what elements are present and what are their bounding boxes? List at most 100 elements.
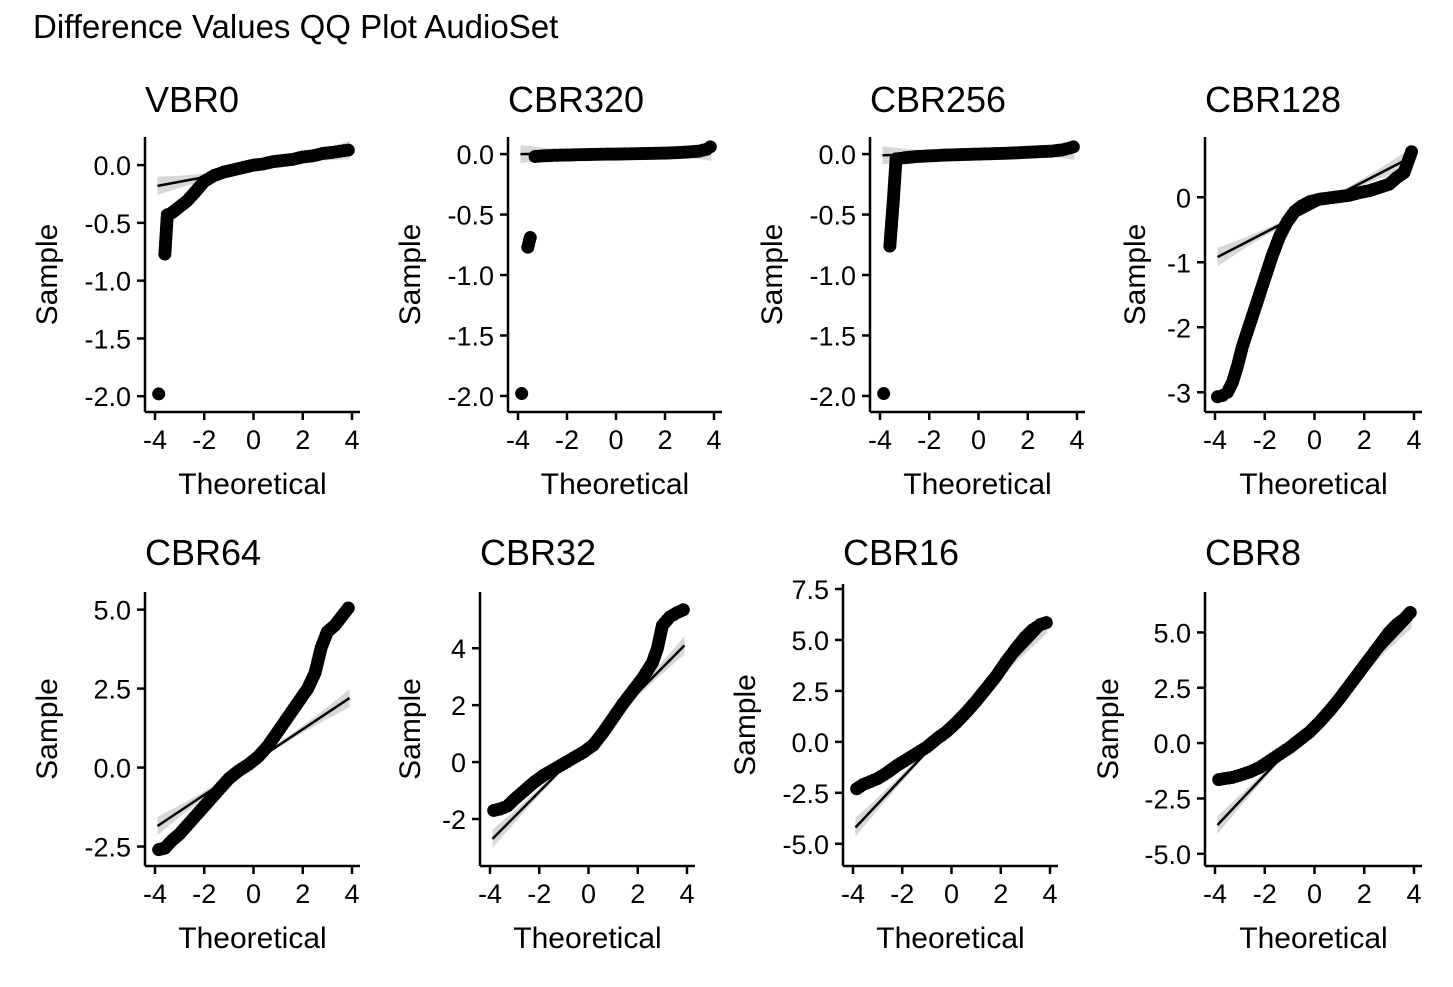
data-point <box>523 231 537 245</box>
y-tick-label: 0 <box>451 748 466 778</box>
panel-title: CBR128 <box>1205 79 1341 120</box>
y-tick-label: -2.0 <box>84 382 131 412</box>
y-tick-label: 5.0 <box>1153 618 1191 648</box>
panel-vbr0: VBR0 -4 -2 0 2 4 0.0 -0.5 -1.0 -1.5 -2.0 Theoretica… <box>31 79 360 501</box>
y-tick-label: -1.0 <box>84 267 131 297</box>
y-axis-label: Sample <box>394 224 427 326</box>
y-tick-label: 2.5 <box>93 675 131 705</box>
x-tick-label: -4 <box>143 425 167 455</box>
x-tick-label: -4 <box>1203 879 1227 909</box>
y-axis-label: Sample <box>31 224 64 326</box>
x-tick-label: 2 <box>630 879 645 909</box>
y-axis-label: Sample <box>1092 678 1125 780</box>
x-tick-label: 0 <box>1307 879 1322 909</box>
x-tick-label: -4 <box>841 879 865 909</box>
panel-cbr256: CBR256 -4 -2 0 2 4 0.0 -0.5 -1.0 -1.5 -2.0 Theoreti… <box>756 79 1085 501</box>
y-tick-label: -2.5 <box>84 833 131 863</box>
x-tick-label: 2 <box>295 425 310 455</box>
x-tick-label: -4 <box>143 879 167 909</box>
y-tick-label: -1.5 <box>447 321 494 351</box>
x-axis-label: Theoretical <box>178 468 326 501</box>
y-tick-label: 2.5 <box>791 677 829 707</box>
y-axis-label: Sample <box>31 678 64 780</box>
x-tick-label: -4 <box>478 879 502 909</box>
y-tick-label: 2.5 <box>1153 674 1191 704</box>
y-tick-label: 0.0 <box>1153 729 1191 759</box>
x-tick-label: 0 <box>1307 425 1322 455</box>
data-point <box>676 603 690 617</box>
data-point <box>152 387 166 401</box>
x-tick-label: -2 <box>1253 879 1277 909</box>
data-point <box>341 143 355 157</box>
panel-cbr128: CBR128 -4 -2 0 2 4 0 -1 -2 -3 Theoretical Sample <box>1119 79 1422 501</box>
x-tick-label: 2 <box>657 425 672 455</box>
y-tick-label: -1 <box>1167 248 1191 278</box>
panel-cbr16: CBR16 -4 -2 0 2 4 7.5 5.0 2.5 0.0 -2.5 -5.0 Theoreti… <box>729 532 1058 955</box>
x-tick-label: -4 <box>506 425 530 455</box>
x-tick-label: -2 <box>917 425 941 455</box>
x-tick-label: -2 <box>527 879 551 909</box>
x-tick-label: 4 <box>1069 425 1084 455</box>
y-tick-label: 0.0 <box>93 754 131 784</box>
x-axis-label: Theoretical <box>1239 468 1387 501</box>
y-axis-label: Sample <box>1119 224 1152 326</box>
y-tick-label: 5.0 <box>93 596 131 626</box>
x-axis-label: Theoretical <box>541 468 689 501</box>
x-tick-label: 0 <box>608 425 623 455</box>
panel-title: CBR64 <box>145 532 261 573</box>
panel-cbr320: CBR320 -4 -2 0 2 4 0.0 -0.5 -1.0 -1.5 -2.0 Theoreti… <box>394 79 722 501</box>
panel-cbr32: CBR32 -4 -2 0 2 4 4 2 0 -2 Theoretical Sample <box>394 532 695 955</box>
y-tick-label: -1.5 <box>809 321 856 351</box>
y-tick-label: -2 <box>442 805 466 835</box>
data-point <box>1039 616 1053 630</box>
y-tick-label: -0.5 <box>84 209 131 239</box>
y-tick-label: 0 <box>1176 183 1191 213</box>
panel-title: CBR320 <box>508 79 644 120</box>
y-tick-label: 0.0 <box>93 151 131 181</box>
y-tick-label: -2 <box>1167 313 1191 343</box>
data-point <box>877 387 891 401</box>
x-tick-label: 0 <box>971 425 986 455</box>
x-tick-label: 2 <box>1357 879 1372 909</box>
x-tick-label: 4 <box>1406 879 1421 909</box>
x-tick-label: 2 <box>1020 425 1035 455</box>
x-tick-label: -4 <box>1203 425 1227 455</box>
x-tick-label: -4 <box>868 425 892 455</box>
panel-cbr8: CBR8 -4 -2 0 2 4 5.0 2.5 0.0 -2.5 -5.0 Theoretical S… <box>1092 532 1422 955</box>
panel-title: CBR8 <box>1205 532 1301 573</box>
y-tick-label: 2 <box>451 691 466 721</box>
y-tick-label: 0.0 <box>818 140 856 170</box>
y-tick-label: -0.5 <box>809 201 856 231</box>
x-axis-label: Theoretical <box>903 468 1051 501</box>
y-tick-label: -3 <box>1167 378 1191 408</box>
x-tick-label: -2 <box>192 879 216 909</box>
y-tick-label: -2.0 <box>447 382 494 412</box>
x-tick-label: 4 <box>344 879 359 909</box>
x-tick-label: 4 <box>679 879 694 909</box>
x-tick-label: 0 <box>944 879 959 909</box>
x-tick-label: -2 <box>555 425 579 455</box>
y-axis-label: Sample <box>729 674 762 776</box>
y-tick-label: 0.0 <box>791 728 829 758</box>
x-tick-label: 2 <box>295 879 310 909</box>
y-tick-label: -5.0 <box>1144 840 1191 870</box>
y-tick-label: -1.0 <box>809 261 856 291</box>
data-point <box>1405 145 1419 159</box>
panel-title: VBR0 <box>145 79 239 120</box>
y-tick-label: -0.5 <box>447 201 494 231</box>
x-tick-label: 4 <box>706 425 721 455</box>
data-point <box>703 140 717 154</box>
x-tick-label: -2 <box>192 425 216 455</box>
y-tick-label: 4 <box>451 634 466 664</box>
x-tick-label: 0 <box>581 879 596 909</box>
y-tick-label: -2.5 <box>1144 784 1191 814</box>
y-tick-label: -5.0 <box>782 830 829 860</box>
y-axis-label: Sample <box>394 678 427 780</box>
panel-title: CBR256 <box>870 79 1006 120</box>
x-axis-label: Theoretical <box>178 922 326 955</box>
y-axis-label: Sample <box>756 224 789 326</box>
x-axis-label: Theoretical <box>876 922 1024 955</box>
x-axis-label: Theoretical <box>1239 922 1387 955</box>
panel-cbr64: CBR64 -4 -2 0 2 4 5.0 2.5 0.0 -2.5 Theoretical Samp… <box>31 532 360 955</box>
